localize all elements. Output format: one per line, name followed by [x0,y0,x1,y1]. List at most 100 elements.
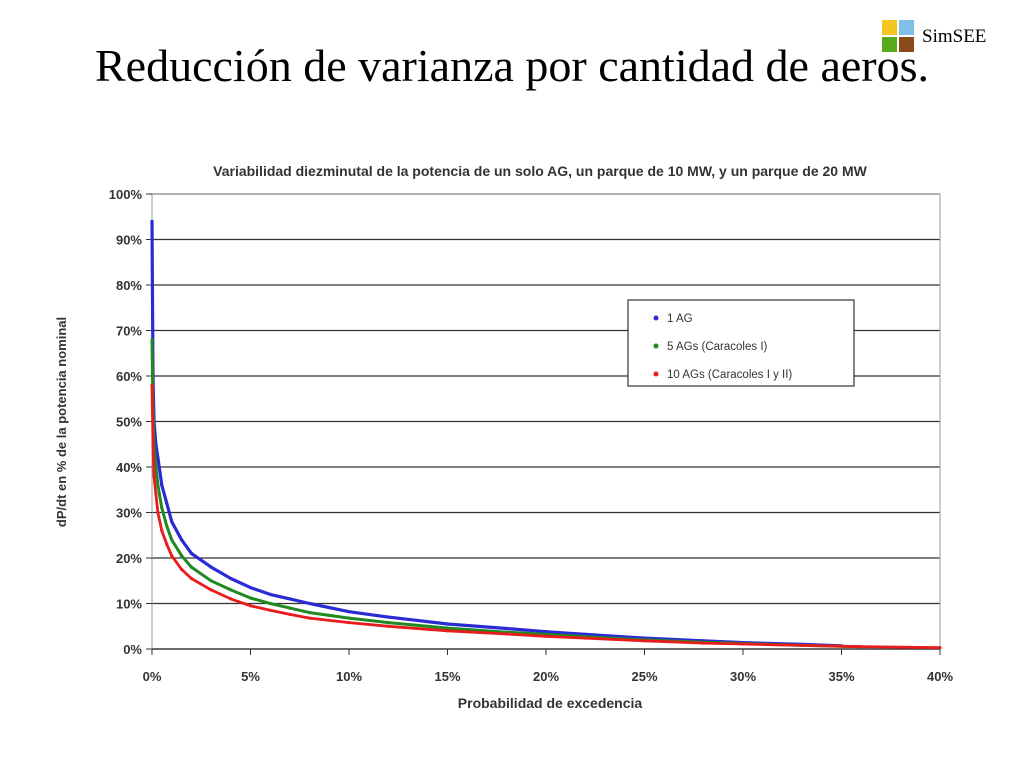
data-point [347,610,351,614]
data-point [150,383,154,387]
data-point [308,601,312,606]
y-axis-label: dP/dt en % de la potencia nominal [54,317,69,527]
data-point [347,616,351,620]
chart-legend: 1 AG 5 AGs (Caracoles I) 10 AGs (Caracoles… [627,299,855,387]
x-tick-label: 30% [730,669,756,684]
data-point [288,597,292,601]
x-tick-label: 0% [143,669,162,684]
data-point [180,567,184,571]
y-tick-label: 30% [116,506,142,521]
data-point [938,646,942,650]
data-point [189,565,193,569]
data-point [445,626,450,630]
data-point [160,483,164,487]
logo-square-green [882,37,897,52]
data-point [386,624,390,628]
data-point [229,576,233,581]
data-point [209,579,213,583]
x-tick-label: 20% [533,669,559,684]
legend-entry: 10 AGs (Caracoles I y II) [667,369,792,381]
chart-series [150,219,942,650]
data-point [268,608,272,612]
chart-title: Variabilidad diezminutal de la potencia … [213,163,867,179]
y-tick-label: 20% [116,551,142,566]
data-point [386,615,390,619]
data-point [386,621,390,625]
data-point [308,611,312,615]
data-point [165,542,169,546]
data-point [209,588,213,592]
data-point [150,219,154,223]
data-point [702,641,706,645]
data-point [170,520,174,524]
data-point [189,551,193,555]
data-point [544,634,548,638]
data-point [165,501,169,505]
data-point [152,474,156,478]
simsee-logo: SimSEE [882,20,1022,54]
x-tick-label: 5% [241,669,260,684]
x-tick-label: 15% [434,669,460,684]
series-line-3 [150,385,941,649]
data-point [800,643,804,647]
x-tick-label: 25% [631,669,657,684]
data-point [347,621,351,625]
y-tick-label: 40% [116,460,142,475]
legend-box [627,299,855,387]
x-axis-label: Probabilidad de excedencia [458,695,643,711]
data-point [544,630,548,634]
data-point [445,622,450,626]
data-point [268,601,272,606]
y-tick-label: 70% [116,324,142,339]
x-tick-label: 40% [927,669,953,684]
data-point [160,529,164,533]
data-point [583,636,588,640]
y-tick-label: 100% [109,187,143,202]
x-tick-label: 10% [336,669,362,684]
data-point [505,632,509,636]
data-point [156,456,160,460]
data-point [248,604,253,608]
data-point [859,645,863,649]
data-point [180,538,184,542]
data-point [160,506,164,510]
data-point [170,538,174,542]
data-point [229,588,233,592]
chart-container: Variabilidad diezminutal de la potencia … [40,150,1000,720]
y-tick-label: 90% [116,233,142,248]
y-axis-ticks: 0% 10% 20% 30% 40% 50% 60% 70% 80% 90% 100% [109,187,152,657]
y-tick-label: 10% [116,597,142,612]
y-tick-label: 50% [116,415,142,430]
data-point [180,554,184,558]
data-point [248,586,253,590]
y-tick-label: 60% [116,369,142,384]
data-point [151,442,155,446]
data-point [209,565,213,569]
data-point [154,492,158,496]
y-tick-label: 80% [116,278,142,293]
chart-grid [152,193,940,650]
data-point [229,597,233,601]
data-point [268,592,272,596]
data-point [741,642,745,646]
data-point [248,596,253,600]
x-tick-label: 35% [828,669,854,684]
data-point [150,338,154,342]
data-point [165,524,169,528]
data-point [505,626,509,631]
legend-marker [653,343,659,349]
x-axis-ticks: 0% 5% 10% 15% 20% 25% 30% 35% 40% [143,648,953,684]
exceedance-chart: Variabilidad diezminutal de la potencia … [54,163,953,711]
legend-entry: 5 AGs (Caracoles I) [667,341,768,353]
data-point [288,606,292,610]
logo-square-yellow [882,20,897,35]
slide-title: Reducción de varianza por cantidad de ae… [95,40,929,91]
legend-entry: 1 AG [667,313,693,325]
y-tick-label: 0% [123,642,142,657]
data-point [170,554,174,558]
logo-square-blue [899,20,914,35]
data-point [156,510,160,515]
logo-square-brown [899,37,914,52]
data-point [308,616,312,620]
data-point [642,639,647,643]
